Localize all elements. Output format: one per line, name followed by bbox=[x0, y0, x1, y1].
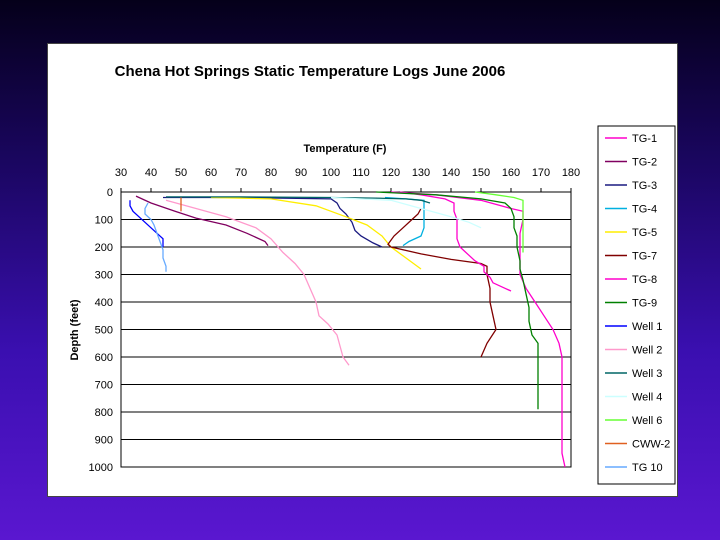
y-tick-label: 300 bbox=[95, 270, 113, 282]
x-tick-label: 130 bbox=[412, 167, 430, 179]
y-tick-label: 400 bbox=[95, 297, 113, 309]
y-tick-label: 100 bbox=[95, 215, 113, 227]
series-line-well-6 bbox=[474, 191, 524, 253]
series-line-tg-9 bbox=[375, 191, 539, 410]
legend-label-well-6: Well 6 bbox=[632, 415, 662, 427]
legend-label-well-4: Well 4 bbox=[632, 392, 662, 404]
y-axis-title: Depth (feet) bbox=[69, 299, 81, 360]
series-line-tg-3 bbox=[163, 196, 383, 248]
chart-panel: Chena Hot Springs Static Temperature Log… bbox=[47, 43, 678, 497]
series-line-tg-1 bbox=[390, 191, 566, 468]
legend-label-tg-9: TG-9 bbox=[632, 298, 657, 310]
x-tick-label: 50 bbox=[175, 167, 187, 179]
legend-label-tg-1: TG-1 bbox=[632, 133, 657, 145]
legend-label-cww-2: CWW-2 bbox=[632, 439, 670, 451]
x-tick-label: 100 bbox=[322, 167, 340, 179]
x-axis-title: Temperature (F) bbox=[304, 143, 387, 155]
y-tick-label: 500 bbox=[95, 325, 113, 337]
y-tick-label: 600 bbox=[95, 352, 113, 364]
x-tick-label: 160 bbox=[502, 167, 520, 179]
series-line-well-2 bbox=[165, 199, 350, 366]
x-tick-label: 140 bbox=[442, 167, 460, 179]
legend-label-well-1: Well 1 bbox=[632, 321, 662, 333]
series-line-well-1 bbox=[129, 200, 164, 247]
y-tick-labels: 0 100 200 300 400 500 600 700 800 900 1000 bbox=[89, 187, 113, 474]
series-line-tg-10 bbox=[144, 202, 167, 272]
series-line-well-3 bbox=[166, 196, 431, 204]
chart-title: Chena Hot Springs Static Temperature Log… bbox=[115, 63, 506, 80]
y-tick-label: 1000 bbox=[89, 462, 113, 474]
y-tick-label: 0 bbox=[107, 187, 113, 199]
x-tick-label: 180 bbox=[562, 167, 580, 179]
series-line-tg-7 bbox=[387, 208, 497, 358]
legend-label-tg-3: TG-3 bbox=[632, 180, 657, 192]
y-tick-label: 200 bbox=[95, 242, 113, 254]
y-tick-label: 700 bbox=[95, 380, 113, 392]
x-tick-label: 120 bbox=[382, 167, 400, 179]
x-tick-label: 170 bbox=[532, 167, 550, 179]
legend-label-tg-7: TG-7 bbox=[632, 251, 657, 263]
x-tick-label: 60 bbox=[205, 167, 217, 179]
x-tick-label: 70 bbox=[235, 167, 247, 179]
x-tick-label: 30 bbox=[115, 167, 127, 179]
x-tick-label: 90 bbox=[295, 167, 307, 179]
chart-svg: Chena Hot Springs Static Temperature Log… bbox=[69, 63, 676, 485]
legend-label-well-2: Well 2 bbox=[632, 345, 662, 357]
series-line-tg-2 bbox=[135, 195, 269, 246]
legend-label-tg-2: TG-2 bbox=[632, 157, 657, 169]
y-tick-label: 900 bbox=[95, 435, 113, 447]
x-tick-label: 150 bbox=[472, 167, 490, 179]
legend-label-tg-5: TG-5 bbox=[632, 227, 657, 239]
legend-label-tg-4: TG-4 bbox=[632, 204, 657, 216]
x-tick-label: 80 bbox=[265, 167, 277, 179]
series-line-well-4 bbox=[330, 196, 482, 229]
series-line-tg-5 bbox=[210, 196, 422, 270]
x-tick-label: 40 bbox=[145, 167, 157, 179]
legend-label-tg-10: TG 10 bbox=[632, 462, 663, 474]
legend-label-tg-8: TG-8 bbox=[632, 274, 657, 286]
y-tick-label: 800 bbox=[95, 407, 113, 419]
legend-label-well-3: Well 3 bbox=[632, 368, 662, 380]
x-tick-labels: 30 40 50 60 70 80 90 100 110 120 130 140 150 160 170 18… bbox=[115, 167, 580, 179]
series-line-tg-8 bbox=[399, 191, 512, 292]
series-layer bbox=[129, 191, 566, 468]
x-tick-label: 110 bbox=[352, 167, 370, 179]
legend: TG-1 TG-2 TG-3 TG-4 TG-5 TG-7 TG-8 TG-9 Well 1 We… bbox=[597, 125, 676, 485]
